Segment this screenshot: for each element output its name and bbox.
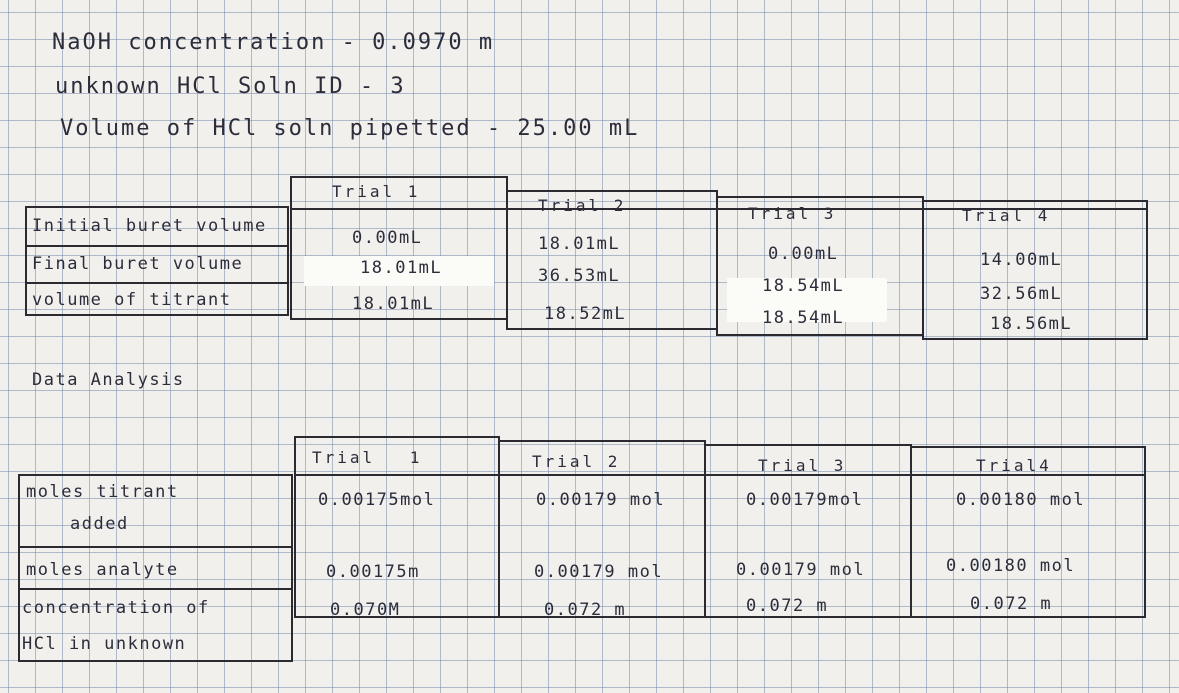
- t4-titrant: 18.56mL: [990, 314, 1073, 334]
- table2-col-trial4: [910, 446, 1146, 618]
- table1-row-label-box: [25, 206, 289, 316]
- tape-patch: [727, 278, 887, 322]
- t2-initial: 18.01mL: [538, 234, 621, 254]
- table2-header-trial4: Trial4: [976, 456, 1052, 475]
- table1-header-trial3: Trial 3: [748, 204, 837, 223]
- t2-moles-analyte: 0.00179 mol: [534, 562, 664, 582]
- row-label-moles-analyte: moles analyte: [26, 560, 179, 580]
- divider: [18, 546, 293, 548]
- row-label-moles-titrant-added: added: [70, 514, 129, 534]
- t2-moles-titrant: 0.00179 mol: [536, 490, 666, 510]
- tape-patch: [304, 256, 494, 286]
- t4-final: 32.56mL: [980, 284, 1063, 304]
- row-label-final: Final buret volume: [32, 254, 244, 274]
- t1-initial: 0.00mL: [352, 228, 423, 248]
- row-label-moles-titrant: moles titrant: [26, 482, 179, 502]
- t4-concentration: 0.072 m: [970, 594, 1053, 614]
- table2-row-label-box: [18, 474, 293, 662]
- naoh-concentration-line: NaOH concentration - 0.0970 m: [52, 30, 495, 55]
- unknown-soln-id-line: unknown HCl Soln ID - 3: [55, 74, 406, 99]
- table1-header-trial4: Trial 4: [962, 206, 1051, 225]
- t2-titrant: 18.52mL: [544, 304, 627, 324]
- table2-header-trial2: Trial 2: [532, 452, 621, 471]
- t1-moles-titrant: 0.00175mol: [318, 490, 436, 510]
- row-label-titrant: volume of titrant: [32, 290, 232, 310]
- t4-moles-titrant: 0.00180 mol: [956, 490, 1086, 510]
- row-label-hcl-unknown: HCl in unknown: [22, 634, 187, 654]
- t3-moles-titrant: 0.00179mol: [746, 490, 864, 510]
- t3-concentration: 0.072 m: [746, 596, 829, 616]
- t3-initial: 0.00mL: [768, 244, 839, 264]
- t3-moles-analyte: 0.00179 mol: [736, 560, 866, 580]
- row-label-concentration: concentration of: [22, 598, 210, 618]
- header-divider: [290, 208, 1148, 210]
- row-label-initial: Initial buret volume: [32, 216, 267, 236]
- table2-header-trial1: Trial 1: [312, 448, 423, 467]
- data-analysis-heading: Data Analysis: [32, 370, 185, 390]
- table1-header-trial1: Trial 1: [332, 182, 421, 201]
- table1-header-trial2: Trial 2: [538, 196, 627, 215]
- divider: [25, 282, 289, 284]
- t1-final: 18.01mL: [360, 258, 443, 278]
- t1-titrant: 18.01mL: [352, 294, 435, 314]
- divider: [25, 245, 289, 247]
- pipetted-volume-line: Volume of HCl soln pipetted - 25.00 mL: [60, 116, 640, 141]
- t2-concentration: 0.072 m: [544, 600, 627, 620]
- t4-moles-analyte: 0.00180 mol: [946, 556, 1076, 576]
- t1-moles-analyte: 0.00175m: [326, 562, 420, 582]
- t2-final: 36.53mL: [538, 266, 621, 286]
- table1-col-trial4: [922, 200, 1148, 340]
- divider: [18, 588, 293, 590]
- table2-header-trial3: Trial 3: [758, 456, 847, 475]
- t4-initial: 14.00mL: [980, 250, 1063, 270]
- t3-titrant: 18.54mL: [762, 308, 845, 328]
- t3-final: 18.54mL: [762, 276, 845, 296]
- header-divider: [294, 474, 1146, 476]
- t1-concentration: 0.070M: [330, 600, 401, 620]
